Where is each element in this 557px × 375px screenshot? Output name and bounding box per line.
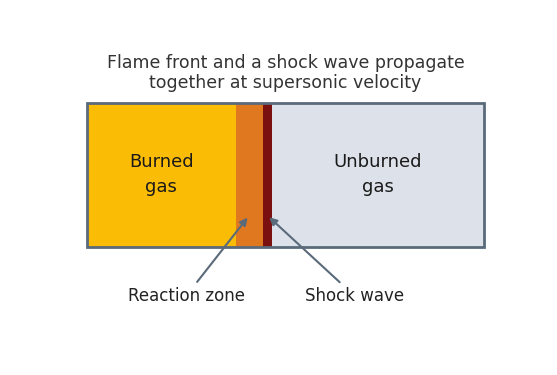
Text: Shock wave: Shock wave <box>271 219 404 305</box>
Bar <box>272 103 484 247</box>
Bar <box>87 103 484 247</box>
Bar <box>236 103 263 247</box>
Text: Reaction zone: Reaction zone <box>128 219 246 305</box>
Text: Burned
gas: Burned gas <box>129 153 194 196</box>
Bar <box>263 103 272 247</box>
Text: Unburned
gas: Unburned gas <box>334 153 422 196</box>
Bar <box>87 103 236 247</box>
Text: Flame front and a shock wave propagate
together at supersonic velocity: Flame front and a shock wave propagate t… <box>106 54 465 93</box>
